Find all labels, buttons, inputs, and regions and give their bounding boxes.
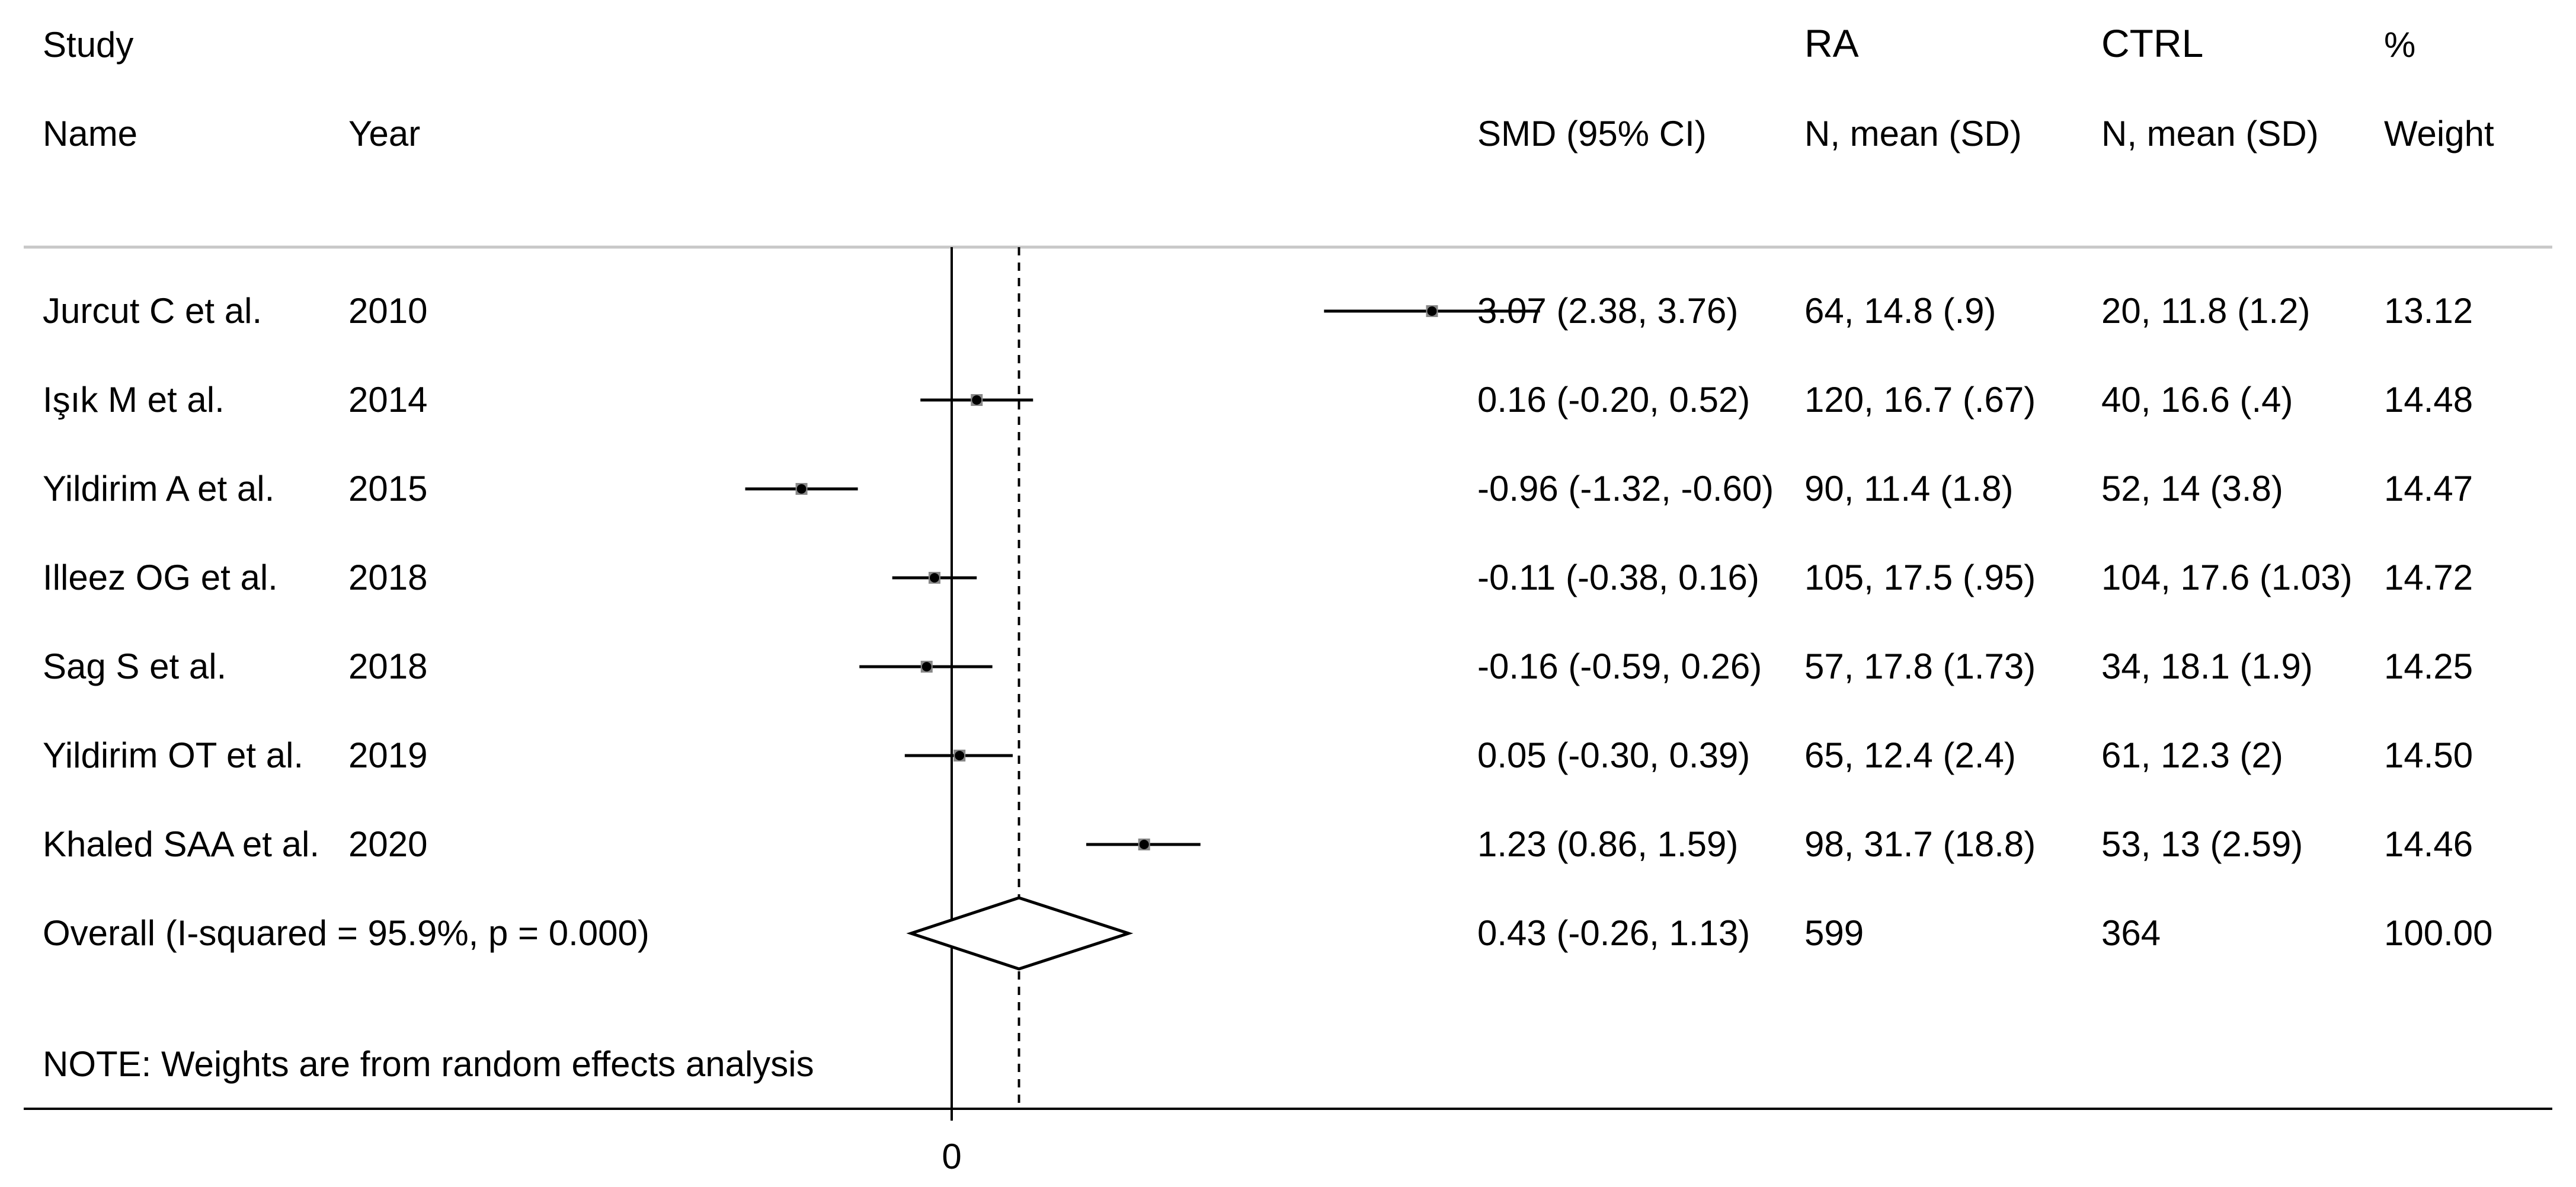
study-year: 2010 [348, 291, 427, 331]
study-row: Yildirim OT et al. 2019 0.05 (-0.30, 0.39)… [43, 735, 2473, 775]
header-ra-sub: N, mean (SD) [1804, 114, 2022, 153]
study-year: 2018 [348, 647, 427, 686]
study-row: Jurcut C et al. 2010 3.07 (2.38, 3.76) 64, … [43, 291, 2473, 331]
study-name: Sag S et al. [43, 647, 226, 686]
header-name: Name [43, 114, 137, 153]
study-name: Işık M et al. [43, 380, 225, 420]
ctrl-value: 61, 12.3 (2) [2101, 735, 2283, 775]
smd-ci-value: 0.16 (-0.20, 0.52) [1477, 380, 1750, 420]
weight-value: 14.46 [2384, 824, 2473, 864]
study-name: Khaled SAA et al. [43, 824, 319, 864]
study-year: 2018 [348, 558, 427, 597]
study-year: 2020 [348, 824, 427, 864]
study-row: Illeez OG et al. 2018 -0.11 (-0.38, 0.16) 1… [43, 558, 2473, 597]
point-estimate [1427, 306, 1437, 316]
study-row: Yildirim A et al. 2015 -0.96 (-1.32, -0.60… [43, 469, 2473, 508]
point-estimate [921, 662, 932, 671]
weights-note: NOTE: Weights are from random effects an… [43, 1044, 814, 1084]
overall-label: Overall (I-squared = 95.9%, p = 0.000) [43, 913, 649, 953]
ra-value: 64, 14.8 (.9) [1804, 291, 1996, 331]
header-smd: SMD (95% CI) [1477, 114, 1707, 153]
study-year: 2015 [348, 469, 427, 508]
study-row: Sag S et al. 2018 -0.16 (-0.59, 0.26) 57, 1… [43, 647, 2473, 686]
smd-ci-value: 1.23 (0.86, 1.59) [1477, 824, 1738, 864]
weight-value: 14.48 [2384, 380, 2473, 420]
weight-value: 13.12 [2384, 291, 2473, 331]
ra-value: 57, 17.8 (1.73) [1804, 647, 2036, 686]
weight-value: 14.47 [2384, 469, 2473, 508]
ctrl-value: 20, 11.8 (1.2) [2101, 291, 2310, 331]
overall-weight-value: 100.00 [2384, 913, 2493, 953]
study-year: 2019 [348, 735, 427, 775]
study-name: Jurcut C et al. [43, 291, 262, 331]
overall-row: Overall (I-squared = 95.9%, p = 0.000) 0.… [43, 896, 2493, 971]
study-row: Işık M et al. 2014 0.16 (-0.20, 0.52) 120, … [43, 380, 2473, 420]
study-row: Khaled SAA et al. 2020 1.23 (0.86, 1.59) 98… [43, 824, 2473, 864]
smd-ci-value: -0.16 (-0.59, 0.26) [1477, 647, 1762, 686]
study-name: Illeez OG et al. [43, 558, 278, 597]
header-ctrl-sub: N, mean (SD) [2101, 114, 2319, 153]
header-percent: % [2384, 25, 2415, 65]
header-year: Year [348, 114, 420, 153]
point-estimate [929, 573, 939, 583]
header-ctrl: CTRL [2101, 21, 2203, 65]
ra-value: 98, 31.7 (18.8) [1804, 824, 2036, 864]
ra-value: 65, 12.4 (2.4) [1804, 735, 2016, 775]
study-rows: Jurcut C et al. 2010 3.07 (2.38, 3.76) 64, … [43, 291, 2473, 864]
weight-value: 14.72 [2384, 558, 2473, 597]
study-year: 2014 [348, 380, 427, 420]
smd-ci-value: -0.11 (-0.38, 0.16) [1477, 558, 1759, 597]
ctrl-value: 40, 16.6 (.4) [2101, 380, 2293, 420]
ctrl-value: 104, 17.6 (1.03) [2101, 558, 2353, 597]
overall-diamond [906, 896, 1134, 971]
ctrl-value: 34, 18.1 (1.9) [2101, 647, 2313, 686]
overall-ra-value: 599 [1804, 913, 1864, 953]
ctrl-value: 53, 13 (2.59) [2101, 824, 2303, 864]
smd-ci-value: 3.07 (2.38, 3.76) [1477, 291, 1738, 331]
point-estimate [955, 751, 965, 760]
study-name: Yildirim A et al. [43, 469, 274, 508]
ra-value: 120, 16.7 (.67) [1804, 380, 2036, 420]
ra-value: 90, 11.4 (1.8) [1804, 469, 2013, 508]
ctrl-value: 52, 14 (3.8) [2101, 469, 2283, 508]
header-ra: RA [1804, 21, 1859, 65]
header-study: Study [43, 25, 133, 65]
smd-ci-value: 0.05 (-0.30, 0.39) [1477, 735, 1750, 775]
weight-value: 14.50 [2384, 735, 2473, 775]
overall-ctrl-value: 364 [2101, 913, 2161, 953]
header-weight: Weight [2384, 114, 2494, 153]
point-estimate [1139, 840, 1149, 849]
point-estimate [972, 395, 982, 405]
table-header: Study Name Year SMD (95% CI) RA N, mean … [43, 21, 2494, 153]
weight-value: 14.25 [2384, 647, 2473, 686]
overall-smd-ci-value: 0.43 (-0.26, 1.13) [1477, 913, 1750, 953]
ra-value: 105, 17.5 (.95) [1804, 558, 2036, 597]
study-name: Yildirim OT et al. [43, 735, 303, 775]
point-estimate [796, 484, 807, 494]
smd-ci-value: -0.96 (-1.32, -0.60) [1477, 469, 1774, 508]
x-tick-label: 0 [942, 1137, 961, 1176]
